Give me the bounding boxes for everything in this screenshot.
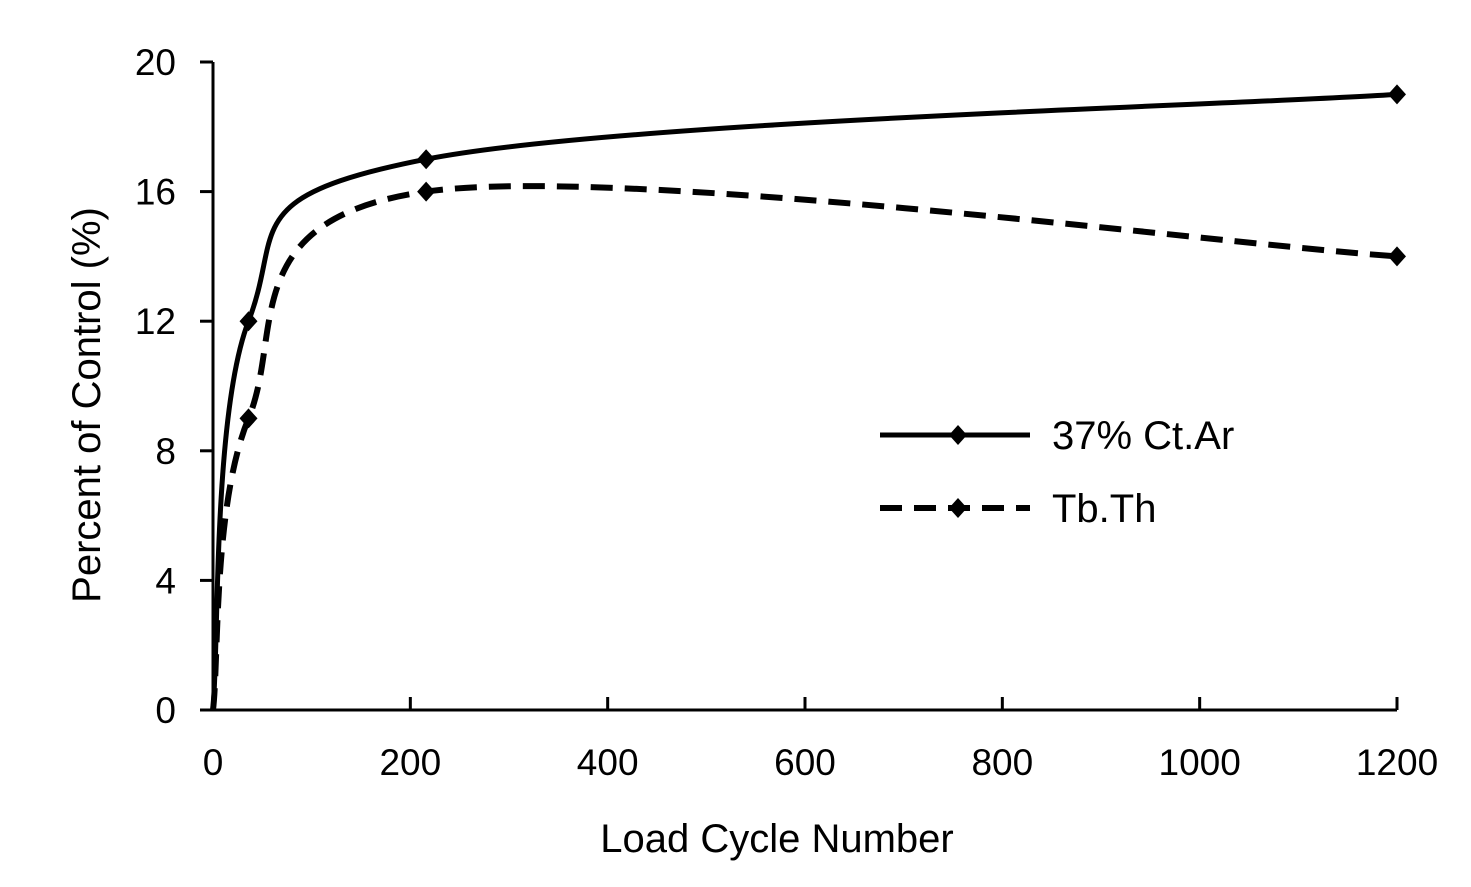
- series-line-0: [210, 91, 1398, 711]
- x-tick-label: 0: [203, 742, 224, 783]
- y-axis-label: Percent of Control (%): [65, 207, 109, 603]
- y-tick-label: 16: [135, 172, 176, 213]
- y-tick-label: 8: [155, 431, 176, 472]
- data-point-marker: [1388, 246, 1406, 267]
- x-tick-label: 400: [577, 742, 639, 783]
- x-tick-label: 200: [379, 742, 441, 783]
- legend-marker: [949, 425, 967, 445]
- series-line-1: [210, 183, 1398, 711]
- data-point-marker: [239, 311, 258, 332]
- y-tick-label: 12: [135, 301, 176, 342]
- legend-label: Tb.Th: [1052, 487, 1156, 531]
- y-tick-label: 20: [135, 42, 176, 83]
- data-point-marker: [239, 408, 258, 429]
- legend-label: 37% Ct.Ar: [1052, 414, 1234, 458]
- legend-marker: [949, 498, 967, 518]
- data-point-marker: [1388, 84, 1406, 105]
- x-tick-label: 600: [774, 742, 836, 783]
- y-tick-label: 4: [155, 560, 176, 601]
- data-point-marker: [417, 181, 436, 202]
- legend: 37% Ct.Ar Tb.Th: [880, 414, 1234, 531]
- x-tick-label: 800: [971, 742, 1033, 783]
- y-tick-label: 0: [155, 690, 176, 731]
- x-tick-label: 1200: [1356, 742, 1438, 783]
- x-axis-label: Load Cycle Number: [600, 817, 954, 861]
- series-group: [210, 84, 1406, 711]
- data-point-marker: [417, 149, 436, 170]
- x-tick-label: 1000: [1159, 742, 1241, 783]
